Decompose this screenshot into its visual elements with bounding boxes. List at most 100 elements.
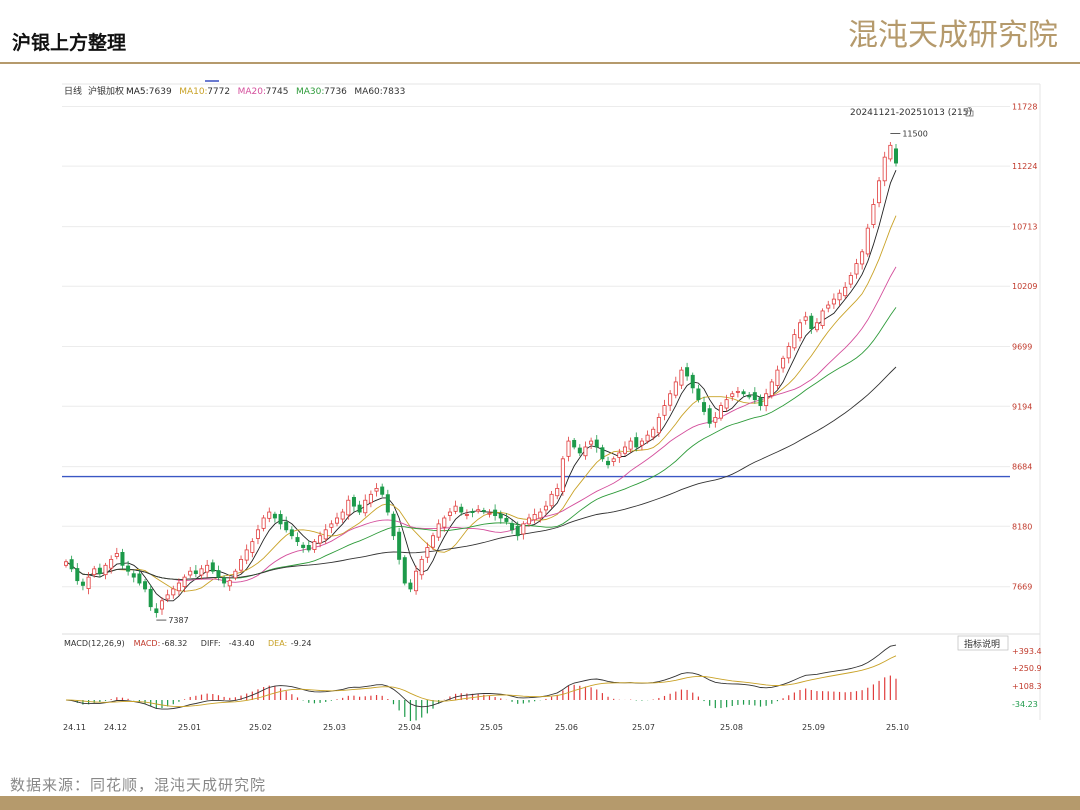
- candle-body-52: [357, 504, 362, 513]
- candle-body-76: [493, 509, 498, 517]
- candle-body-15: [148, 588, 153, 608]
- candle-body-0: [64, 561, 69, 566]
- high-annotation: 11500: [902, 129, 927, 138]
- macd-tick-0: +393.4: [1012, 647, 1042, 656]
- candle-body-127: [781, 357, 786, 369]
- macd-legend-value-3: -9.24: [291, 639, 312, 648]
- candlestick-chart: 日线 沪银加权 MA5: 7639 MA10: 7772 MA20: 7745 MA30: 7…: [62, 80, 1042, 732]
- macd-tick-1: +250.9: [1012, 664, 1042, 673]
- x-tick-4: 25.03: [323, 723, 346, 732]
- y-tick-8: 7669: [1012, 583, 1032, 592]
- candle-body-108: [673, 381, 678, 396]
- ma-legend-value-2: 7745: [266, 87, 289, 97]
- candle-body-20: [176, 582, 181, 592]
- macd-legend-name-1: MACD:: [134, 639, 161, 648]
- candle-body-106: [662, 405, 667, 416]
- candle-body-37: [272, 513, 277, 519]
- ma-legend-value-1: 7772: [207, 87, 230, 97]
- indicator-help-label: 指标说明: [964, 638, 1000, 650]
- candle-body-73: [476, 509, 481, 512]
- candle-body-98: [617, 452, 622, 458]
- candle-body-41: [295, 537, 300, 543]
- candle-body-111: [690, 374, 695, 389]
- candle-body-145: [882, 156, 887, 182]
- ma-legend-name-3: MA30:: [296, 87, 324, 97]
- candle-body-104: [651, 428, 656, 438]
- candle-body-89: [566, 440, 571, 457]
- candle-body-133: [814, 322, 819, 331]
- candle-body-10: [120, 552, 125, 566]
- candle-body-5: [92, 568, 97, 576]
- ma-legend-value-3: 7736: [324, 87, 347, 97]
- annotations: 11500 7387: [156, 129, 928, 625]
- ma-legend: MA5: 7639 MA10: 7772 MA20: 7745 MA30: 7736 MA60:…: [126, 87, 405, 97]
- candle-body-51: [351, 496, 356, 507]
- candle-body-94: [594, 439, 599, 448]
- candle-body-80: [515, 525, 520, 537]
- ma-line-MA20: [65, 266, 897, 583]
- candle-body-18: [165, 594, 170, 600]
- candle-body-91: [577, 447, 582, 454]
- candle-body-82: [526, 517, 531, 525]
- candle-body-96: [606, 460, 611, 466]
- candle-body-86: [549, 493, 554, 507]
- candle-body-70: [459, 506, 464, 513]
- candle-body-46: [323, 529, 328, 540]
- candle-body-27: [216, 570, 221, 578]
- candle-body-26: [210, 562, 215, 572]
- x-tick-2: 25.01: [178, 723, 201, 732]
- candle-body-126: [775, 369, 780, 386]
- candle-body-107: [668, 393, 673, 406]
- candle-body-14: [143, 581, 148, 590]
- low-annotation: 7387: [168, 616, 188, 625]
- indicator-help-button[interactable]: [957, 635, 1009, 651]
- candle-body-138: [843, 286, 848, 297]
- candle-body-147: [894, 148, 899, 164]
- candle-body-121: [747, 395, 752, 398]
- candle-body-8: [109, 558, 114, 569]
- candle-body-65: [431, 535, 436, 548]
- candle-body-58: [391, 513, 396, 537]
- instrument-label: 沪银加权: [88, 85, 124, 97]
- candle-body-95: [600, 447, 605, 460]
- candle-body-136: [831, 298, 836, 305]
- candle-body-16: [154, 608, 159, 614]
- candle-body-42: [301, 544, 306, 548]
- macd-legend-value-2: -43.40: [229, 639, 255, 648]
- candle-body-122: [752, 392, 757, 401]
- data-source: 数据来源：同花顺，混沌天成研究院: [10, 776, 267, 794]
- candle-body-11: [126, 565, 131, 572]
- candle-body-31: [239, 558, 244, 571]
- candle-body-53: [363, 499, 368, 514]
- candle-body-97: [611, 458, 616, 462]
- candle-body-1: [69, 559, 74, 570]
- dea-line: [65, 655, 897, 708]
- candle-body-22: [188, 570, 193, 576]
- ma-legend-value-0: 7639: [149, 87, 172, 97]
- y-tick-6: 8684: [1012, 463, 1032, 472]
- grid: [62, 106, 1010, 588]
- candles: [64, 142, 899, 618]
- candle-body-125: [769, 381, 774, 396]
- candle-body-57: [385, 494, 390, 513]
- period-label: 日线: [64, 85, 82, 97]
- candle-body-3: [80, 581, 85, 586]
- ma-legend-name-0: MA5:: [126, 87, 149, 97]
- candle-body-92: [583, 446, 588, 457]
- candle-body-139: [848, 275, 853, 285]
- candle-body-36: [267, 511, 272, 519]
- candle-body-112: [696, 388, 701, 401]
- candle-body-144: [877, 180, 882, 204]
- ma-line-MA60: [65, 366, 897, 580]
- macd-panel: [65, 644, 897, 722]
- macd-tick-2: +108.3: [1012, 682, 1042, 691]
- candle-body-43: [306, 545, 311, 551]
- candle-body-88: [560, 458, 565, 492]
- candle-body-113: [702, 402, 707, 412]
- candle-body-45: [318, 535, 323, 544]
- candle-body-17: [159, 600, 164, 610]
- macd-axis: +393.4 +250.9 +108.3 -34.23: [1012, 647, 1042, 709]
- candle-body-47: [329, 523, 334, 528]
- candle-body-117: [724, 399, 729, 409]
- x-tick-3: 25.02: [249, 723, 272, 732]
